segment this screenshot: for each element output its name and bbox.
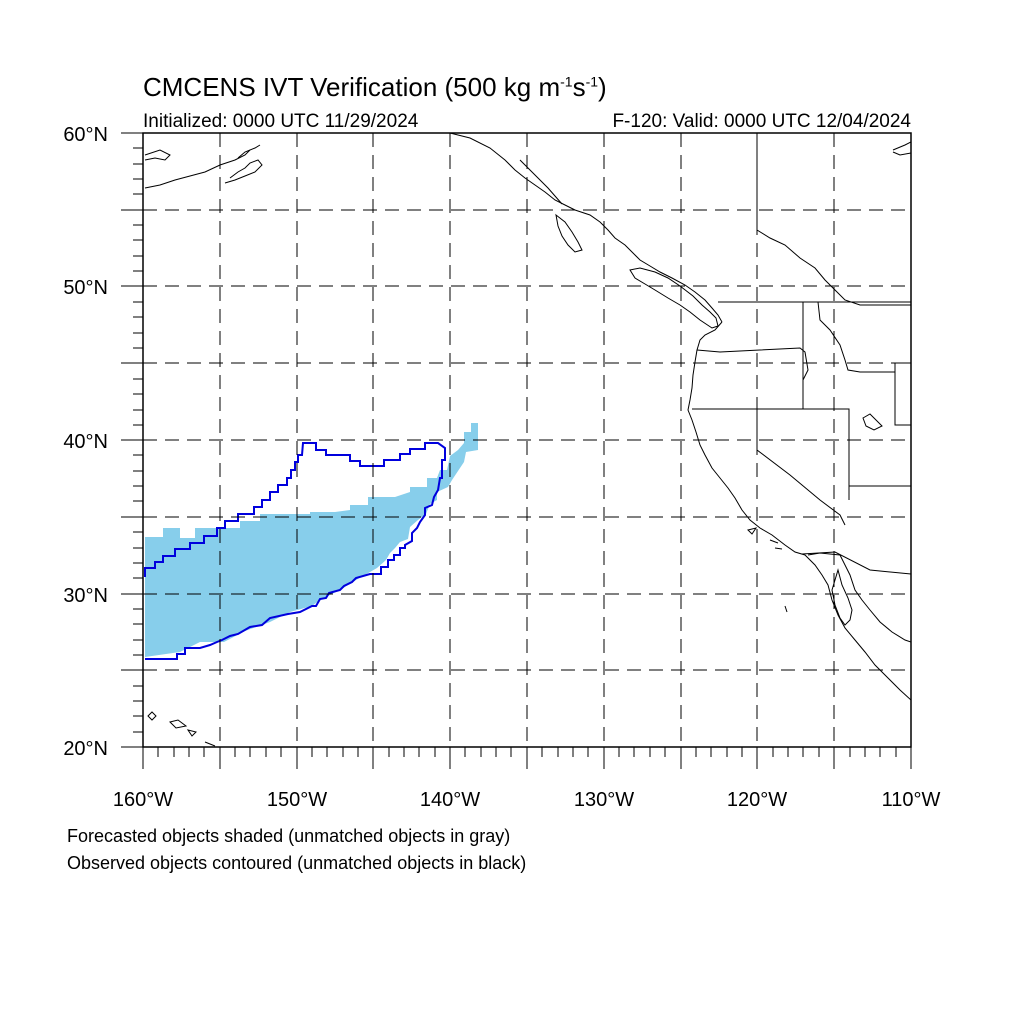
- lon-label-120w: 120°W: [727, 789, 787, 811]
- lon-label-150w: 150°W: [267, 789, 327, 811]
- lon-label-140w: 140°W: [420, 789, 480, 811]
- lat-label-30n: 30°N: [63, 585, 108, 607]
- lat-label-20n: 20°N: [63, 738, 108, 760]
- lon-label-110w: 110°W: [882, 789, 941, 811]
- lat-label-40n: 40°N: [63, 431, 108, 453]
- observed-note: Observed objects contoured (unmatched ob…: [67, 853, 527, 873]
- forecast-note: Forecasted objects shaded (unmatched obj…: [67, 826, 511, 846]
- tick-marks: [121, 132, 912, 769]
- lat-label-50n: 50°N: [63, 277, 108, 299]
- observed-object-contour: [144, 442, 446, 660]
- valid-time-label: F-120: Valid: 0000 UTC 12/04/2024: [612, 111, 911, 132]
- gridlines: [143, 133, 911, 747]
- lon-label-130w: 130°W: [574, 789, 634, 811]
- map-title: CMCENS IVT Verification (500 kg m-1s-1): [143, 72, 607, 102]
- initialized-label: Initialized: 0000 UTC 11/29/2024: [143, 111, 419, 132]
- lat-label-60n: 60°N: [63, 124, 108, 146]
- forecast-object: [145, 423, 478, 657]
- lon-label-160w: 160°W: [113, 789, 173, 811]
- coastlines: [144, 133, 911, 747]
